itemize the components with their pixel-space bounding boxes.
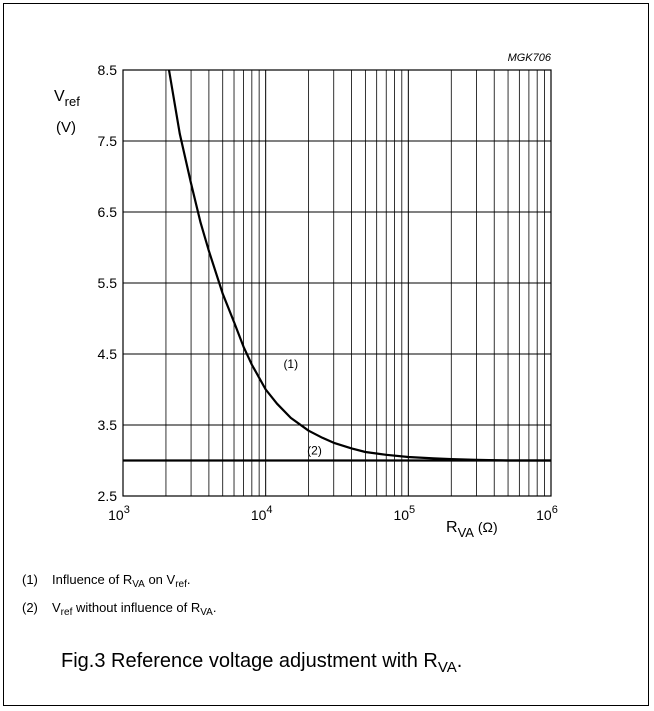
note-1: (1) Influence of RVA on Vref. — [22, 572, 191, 590]
y-tick-label: 2.5 — [98, 488, 118, 504]
figure-caption: Fig.3 Reference voltage adjustment with … — [61, 650, 463, 676]
note-2: (2) Vref without influence of RVA. — [22, 600, 217, 618]
x-axis-label: RVA (Ω) — [446, 519, 498, 540]
figure-frame — [3, 3, 649, 706]
y-tick-label: 3.5 — [98, 417, 118, 433]
x-tick-label: 103 — [108, 504, 130, 523]
series-label-2: (2) — [307, 444, 322, 458]
y-tick-label: 8.5 — [98, 62, 118, 78]
series-line-1 — [167, 69, 551, 462]
y-axis-unit: (V) — [56, 119, 76, 136]
y-tick-label: 4.5 — [98, 346, 118, 362]
y-tick-label: 6.5 — [98, 204, 118, 220]
series-label-1: (1) — [283, 357, 298, 371]
y-tick-label: 5.5 — [98, 275, 118, 291]
y-axis-label: Vref — [54, 88, 80, 109]
figure-code: MGK706 — [508, 52, 552, 64]
y-tick-label: 7.5 — [98, 133, 118, 149]
plot-border — [122, 69, 552, 497]
x-tick-label: 106 — [536, 504, 558, 523]
x-tick-label: 104 — [251, 504, 273, 523]
x-tick-label: 105 — [393, 504, 415, 523]
